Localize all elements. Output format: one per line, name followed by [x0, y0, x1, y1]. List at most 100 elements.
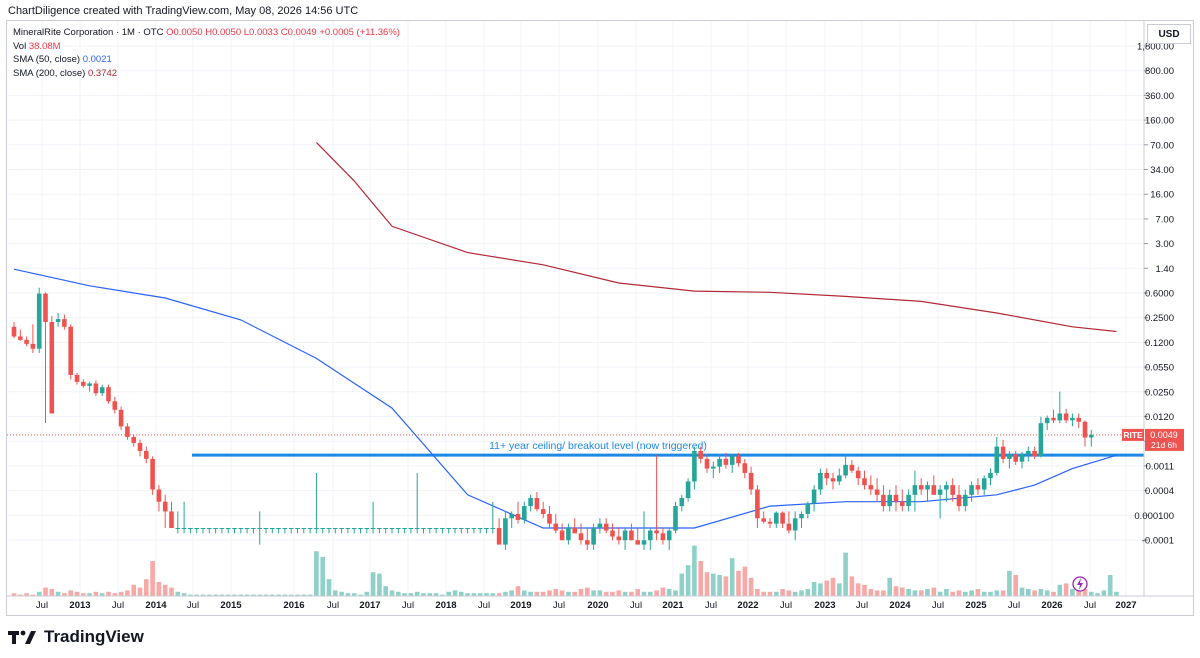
volume-bar [761, 591, 766, 596]
volume-bar [144, 579, 149, 596]
volume-bar [408, 593, 414, 596]
volume-bar [1007, 570, 1012, 596]
currency-button[interactable]: USD [1147, 24, 1191, 44]
volume-bar [200, 594, 206, 596]
tradingview-wordmark: TradingView [44, 627, 144, 646]
candle-body [528, 498, 533, 507]
candle-body [1070, 417, 1075, 421]
axis-layer: 1,800.00 800.00 360.00 160.00 70.00 34.00 16.0… [7, 21, 1193, 611]
candle-body [1076, 417, 1081, 422]
volume-bar [74, 591, 80, 596]
volume-bar [988, 591, 993, 596]
volume-bar [944, 589, 949, 596]
volume-bar [1026, 589, 1031, 596]
volume-bar [421, 593, 426, 596]
candle-body [169, 511, 174, 528]
volume-bar [855, 583, 861, 596]
candle-body [830, 478, 836, 482]
legend-sma200-row[interactable]: SMA (200, close) 0.3742 [13, 67, 400, 81]
volume-bar [610, 591, 615, 596]
candle-body [843, 464, 848, 476]
x-tick-label: Jul [36, 600, 48, 611]
volume-bar [673, 590, 678, 596]
volume-bar [244, 594, 250, 596]
volume-bar [900, 587, 905, 596]
candle-body [213, 528, 218, 529]
candle-body [377, 528, 382, 529]
candle-body [515, 513, 521, 520]
candle-body [389, 528, 395, 529]
x-tick-label: 2016 [283, 600, 304, 611]
breakout-level-label: 11+ year ceiling/ breakout level (now tr… [489, 440, 707, 452]
volume-bar [622, 591, 628, 596]
candle-body [641, 540, 647, 545]
footer: TradingView [8, 626, 144, 648]
candle-body [118, 409, 124, 427]
volume-bar [937, 591, 943, 596]
volume-bar [477, 593, 483, 596]
level-layer: 11+ year ceiling/ breakout level (now tr… [7, 434, 1144, 457]
candle-body [799, 513, 804, 519]
candle-body [396, 528, 401, 529]
volume-bar [717, 575, 722, 596]
volume-bar [843, 552, 848, 596]
chart-frame[interactable] [6, 20, 1194, 616]
candle-body [162, 501, 168, 512]
x-tick-label: 2017 [359, 600, 380, 611]
y-tick-label: 0.0120 [1145, 412, 1174, 423]
volume-label: Vol [13, 40, 27, 52]
lightning-icon-bolt [1077, 578, 1083, 590]
candle-body [49, 321, 55, 414]
volume-bar [742, 566, 748, 596]
y-tick-label: 160.00 [1145, 116, 1174, 127]
volume-bar [950, 591, 955, 596]
volume-value: 38.08M [28, 40, 61, 52]
candle-body [824, 472, 829, 479]
candle-body [427, 528, 433, 529]
volume-bar [333, 590, 338, 596]
volume-bar [169, 587, 174, 596]
candle-body [553, 523, 559, 531]
volume-bar [62, 593, 67, 596]
volume-bar [666, 589, 672, 596]
candle-body [484, 528, 489, 529]
legend: MineralRite Corporation · 1M · OTC O0.00… [13, 26, 400, 80]
price-axis-bg [1144, 21, 1193, 596]
candle-body [339, 528, 344, 529]
volume-bar [1019, 587, 1025, 596]
volume-bar [811, 582, 817, 596]
volume-bar [723, 576, 729, 596]
y-tick-label: 0.000100 [1134, 511, 1174, 522]
candle-body [862, 478, 867, 486]
candle-body [893, 494, 899, 502]
volume-bar [301, 594, 307, 596]
lightning-icon[interactable] [1072, 576, 1088, 592]
volume-bar [925, 589, 930, 596]
sma200-layer [315, 141, 1117, 333]
volume-bar [912, 590, 918, 596]
volume-bar [99, 593, 105, 596]
volume-bar [956, 590, 962, 596]
legend-sma50-row[interactable]: SMA (50, close) 0.0021 [13, 53, 400, 67]
candle-body [931, 485, 937, 495]
candle-body [238, 528, 244, 529]
candle-body [597, 523, 603, 528]
x-tick-label: Jul [1008, 600, 1020, 611]
x-tick-label: Jul [856, 600, 868, 611]
candle-body [679, 498, 685, 507]
legend-volume-row[interactable]: Vol 38.08M [13, 40, 400, 54]
candle-body [685, 481, 691, 499]
legend-title-row: MineralRite Corporation · 1M · OTC O0.00… [13, 26, 400, 40]
volume-bar [490, 593, 496, 596]
candle-body [301, 528, 307, 529]
volume-bar [837, 583, 842, 596]
volume-bar [692, 545, 697, 596]
volume-bar [11, 593, 17, 596]
candle-body [994, 446, 1000, 473]
candle-body [748, 472, 754, 490]
candle-body [125, 426, 130, 437]
candle-body [276, 528, 281, 529]
x-tick-label: 2013 [69, 600, 90, 611]
sma200-label: SMA (200, close) [13, 67, 86, 79]
